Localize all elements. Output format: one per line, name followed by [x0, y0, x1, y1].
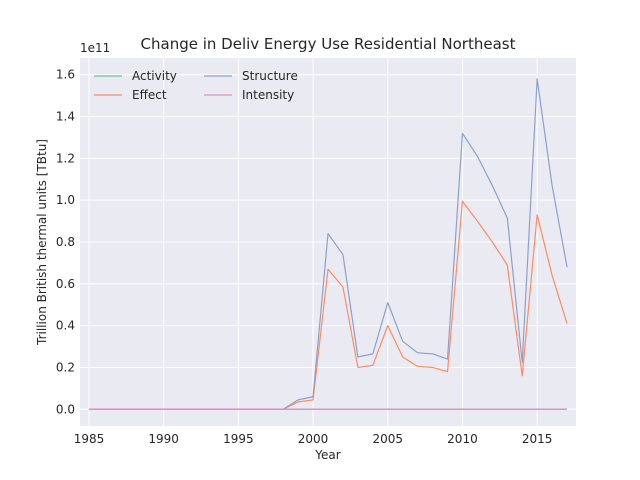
- y-tick-label: 0.6: [56, 277, 75, 291]
- y-offset-text: 1e11: [80, 41, 110, 55]
- legend-label-activity: Activity: [132, 69, 177, 83]
- x-tick-label: 2010: [447, 432, 478, 446]
- x-axis-label: Year: [314, 448, 340, 462]
- y-tick-label: 1.6: [56, 68, 75, 82]
- y-tick-label: 0.8: [56, 235, 75, 249]
- y-tick-label: 0.0: [56, 402, 75, 416]
- y-tick-label: 1.2: [56, 151, 75, 165]
- chart-title: Change in Deliv Energy Use Residential N…: [141, 35, 516, 53]
- legend-label-structure: Structure: [242, 69, 298, 83]
- x-tick-label: 1995: [223, 432, 254, 446]
- y-tick-label: 0.4: [56, 319, 75, 333]
- x-tick-label: 2000: [298, 432, 329, 446]
- legend-label-effect: Effect: [132, 88, 167, 102]
- series-lines: [88, 78, 568, 410]
- x-tick-label: 2015: [522, 432, 553, 446]
- y-axis-label: Trillion British thermal units [TBtu]: [35, 139, 49, 346]
- legend: Activity Effect Structure Intensity: [94, 69, 298, 102]
- x-tick-label: 1985: [74, 432, 105, 446]
- y-tick-label: 0.2: [56, 360, 75, 374]
- y-tick-label: 1.0: [56, 193, 75, 207]
- x-tick-labels: 1985 1990 1995 2000 2005 2010 2015: [74, 432, 553, 446]
- x-tick-label: 1990: [148, 432, 179, 446]
- y-tick-label: 1.4: [56, 110, 75, 124]
- legend-label-intensity: Intensity: [242, 88, 294, 102]
- y-tick-labels: 0.0 0.2 0.4 0.6 0.8 1.0 1.2 1.4 1.6: [56, 68, 75, 417]
- x-tick-label: 2005: [372, 432, 403, 446]
